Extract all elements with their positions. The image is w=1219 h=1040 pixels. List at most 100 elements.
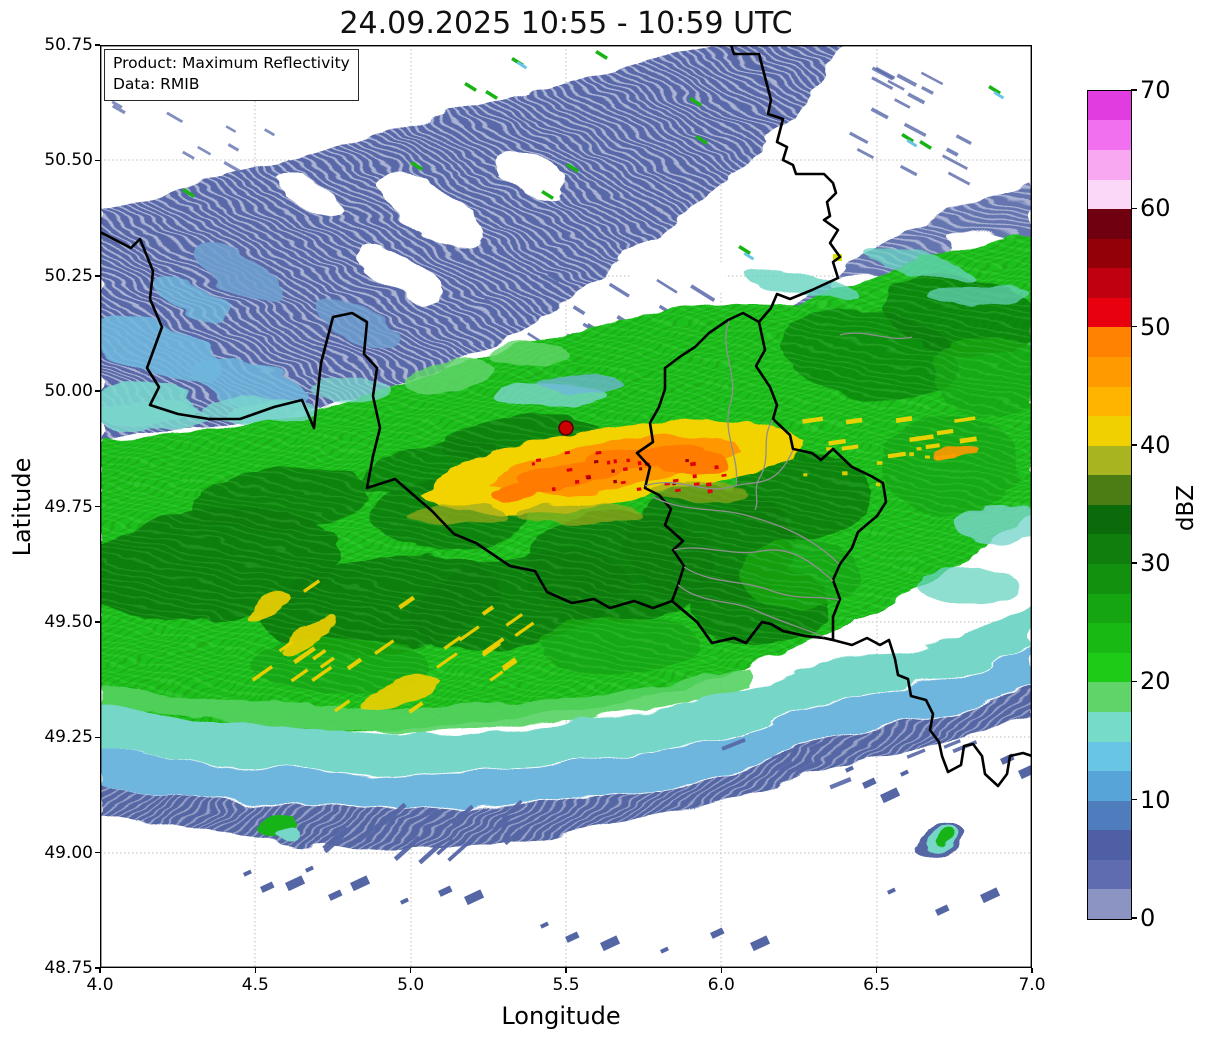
colorbar-tick-label: 20 bbox=[1140, 667, 1171, 696]
colorbar-tick-label: 0 bbox=[1140, 904, 1156, 932]
y-tick-mark bbox=[95, 736, 100, 738]
colorbar-segment bbox=[1088, 268, 1131, 298]
colorbar-segment bbox=[1088, 149, 1131, 180]
colorbar-segment bbox=[1088, 179, 1131, 210]
x-tick-mark bbox=[409, 968, 412, 973]
heavy-rain-core bbox=[410, 419, 805, 525]
y-tick-mark bbox=[95, 44, 100, 46]
y-tick-mark bbox=[95, 390, 100, 392]
y-tick-label: 49.50 bbox=[44, 611, 93, 632]
y-tick-mark bbox=[95, 275, 100, 277]
colorbar-segment bbox=[1088, 889, 1131, 919]
y-tick-label: 50.75 bbox=[44, 35, 93, 55]
south-streak-fingers bbox=[322, 737, 978, 865]
colorbar-label: dBZ bbox=[1173, 484, 1199, 532]
colorbar-segment bbox=[1088, 445, 1131, 476]
colorbar-segment bbox=[1088, 534, 1131, 565]
x-tick-mark bbox=[254, 968, 257, 973]
x-tick-label: 7.0 bbox=[1018, 975, 1046, 995]
colorbar-segment bbox=[1088, 800, 1131, 831]
x-tick-label: 5.0 bbox=[397, 975, 425, 995]
colorbar-segment bbox=[1088, 652, 1131, 683]
south-scattered-cells bbox=[243, 753, 1032, 954]
yellow-cluster-blobs bbox=[249, 446, 977, 711]
x-tick-label: 6.0 bbox=[707, 975, 735, 995]
colorbar-tick-mark bbox=[1131, 325, 1137, 328]
colorbar-tick-mark bbox=[1131, 917, 1137, 919]
colorbar-tick-label: 50 bbox=[1140, 312, 1171, 341]
x-tick-label: 5.5 bbox=[552, 975, 580, 995]
y-tick-mark bbox=[95, 505, 100, 508]
colorbar-segment bbox=[1088, 416, 1131, 446]
colorbar-segment bbox=[1088, 830, 1131, 860]
y-axis-label: Latitude bbox=[8, 457, 36, 557]
info-box: Product: Maximum Reflectivity Data: RMIB bbox=[104, 49, 359, 101]
colorbar-segment bbox=[1088, 90, 1131, 121]
border-france-belgium bbox=[100, 230, 1032, 788]
isolated-cell-southeast bbox=[258, 812, 966, 860]
colorbar-tick-label: 60 bbox=[1140, 194, 1171, 223]
y-tick-label: 49.25 bbox=[44, 727, 93, 748]
colorbar-tick-label: 40 bbox=[1140, 430, 1171, 459]
axes-spine bbox=[100, 45, 1032, 968]
colorbar-segment bbox=[1088, 682, 1131, 712]
x-tick-mark bbox=[1031, 968, 1033, 973]
colorbar-segment bbox=[1088, 741, 1131, 772]
colorbar-tick-mark bbox=[1131, 207, 1137, 210]
colorbar-segment bbox=[1088, 209, 1131, 239]
colorbar-tick-mark bbox=[1131, 798, 1137, 801]
colorbar-segment bbox=[1088, 327, 1131, 358]
radar-site-marker bbox=[558, 420, 574, 436]
x-tick-mark bbox=[565, 968, 567, 973]
border-belgium-germany bbox=[729, 45, 842, 324]
plot-area: Product: Maximum Reflectivity Data: RMIB bbox=[100, 45, 1032, 968]
x-tick-mark bbox=[99, 968, 101, 973]
colorbar-tick-mark bbox=[1131, 89, 1137, 91]
y-tick-label: 50.25 bbox=[44, 265, 93, 286]
y-tick-label: 48.75 bbox=[44, 958, 93, 978]
info-product-line: Product: Maximum Reflectivity bbox=[113, 54, 350, 72]
yellow-streaks-west bbox=[251, 579, 535, 714]
colorbar-tick-mark bbox=[1131, 680, 1137, 683]
y-tick-mark bbox=[95, 851, 100, 854]
y-tick-label: 49.75 bbox=[44, 496, 93, 517]
colorbar-tick-label: 30 bbox=[1140, 549, 1171, 578]
colorbar-segment bbox=[1088, 623, 1131, 653]
colorbar-segment bbox=[1088, 859, 1131, 890]
regional-borders bbox=[644, 320, 913, 638]
colorbar-segment bbox=[1088, 711, 1131, 742]
y-tick-label: 50.00 bbox=[44, 381, 93, 402]
x-tick-mark bbox=[720, 968, 723, 973]
x-tick-label: 4.0 bbox=[86, 975, 114, 995]
colorbar-tick-mark bbox=[1131, 562, 1137, 564]
radar-map bbox=[100, 45, 1032, 968]
y-tick-label: 49.00 bbox=[44, 842, 93, 863]
colorbar-segment bbox=[1088, 238, 1131, 269]
y-tick-label: 50.50 bbox=[44, 150, 93, 171]
colorbar-tick-mark bbox=[1131, 444, 1137, 446]
info-data-line: Data: RMIB bbox=[113, 75, 200, 94]
colorbar-segment bbox=[1088, 120, 1131, 150]
colorbar-tick-label: 70 bbox=[1140, 76, 1171, 104]
colorbar-segment bbox=[1088, 297, 1131, 328]
y-tick-mark bbox=[95, 159, 100, 162]
colorbar bbox=[1087, 90, 1132, 920]
colorbar-segment bbox=[1088, 771, 1131, 801]
colorbar-segment bbox=[1088, 475, 1131, 505]
border-luxembourg bbox=[635, 311, 888, 645]
x-axis-label: Longitude bbox=[501, 1002, 621, 1030]
colorbar-segment bbox=[1088, 357, 1131, 387]
plot-title: 24.09.2025 10:55 - 10:59 UTC bbox=[339, 6, 793, 41]
y-tick-mark bbox=[95, 621, 100, 623]
national-borders bbox=[100, 45, 1032, 788]
colorbar-tick-label: 10 bbox=[1140, 785, 1171, 814]
x-tick-label: 4.5 bbox=[241, 975, 269, 995]
colorbar-segment bbox=[1088, 386, 1131, 417]
x-tick-mark bbox=[875, 968, 878, 973]
colorbar-segment bbox=[1088, 593, 1131, 624]
x-tick-label: 6.5 bbox=[863, 975, 891, 995]
colorbar-segment bbox=[1088, 504, 1131, 535]
y-tick-mark bbox=[95, 967, 100, 969]
colorbar-segment bbox=[1088, 564, 1131, 594]
